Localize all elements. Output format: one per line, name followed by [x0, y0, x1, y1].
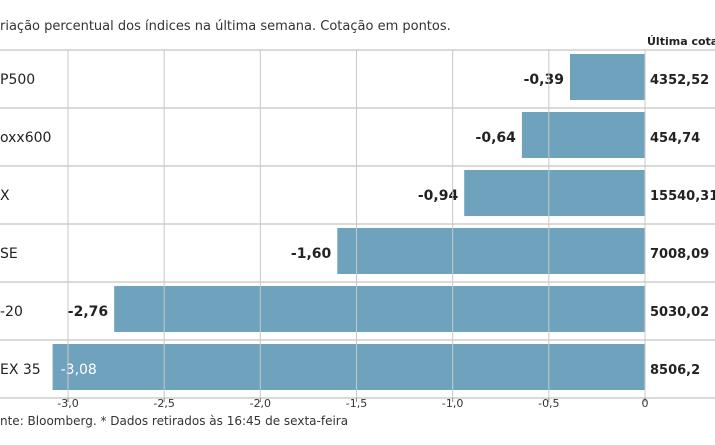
x-tick-label: -2,5 — [153, 397, 174, 410]
x-tick-label: 0 — [642, 397, 649, 410]
last-quote-value: 5030,02 — [650, 305, 709, 320]
last-quote-value: 15540,31 — [650, 189, 715, 204]
category-label: oxx600 — [0, 130, 51, 146]
chart-subtitle: riação percentual dos índices na última … — [0, 19, 451, 34]
category-label: SE — [0, 246, 18, 262]
x-tick-label: -1,0 — [442, 397, 463, 410]
bar — [337, 228, 645, 274]
last-quote-value: 4352,52 — [650, 73, 709, 88]
last-quote-value: 454,74 — [650, 131, 700, 146]
x-tick-label: -3,0 — [57, 397, 78, 410]
category-label: X — [0, 188, 10, 204]
x-tick-label: -2,0 — [250, 397, 271, 410]
value-label: -0,94 — [418, 188, 459, 204]
x-tick-label: -0,5 — [538, 397, 559, 410]
source-note: nte: Bloomberg. * Dados retirados às 16:… — [0, 414, 348, 428]
category-label: P500 — [0, 72, 35, 88]
x-tick-label: -1,5 — [346, 397, 367, 410]
value-label: -0,64 — [476, 130, 517, 146]
category-label: EX 35 — [0, 362, 41, 378]
last-quote-value: 7008,09 — [650, 247, 709, 262]
bar — [521, 112, 645, 158]
value-label: -3,08 — [61, 362, 97, 378]
last-quote-value: 8506,2 — [650, 363, 700, 378]
value-label: -0,39 — [524, 72, 564, 88]
category-label: -20 — [0, 304, 23, 320]
bar — [569, 54, 645, 100]
bar — [114, 286, 645, 332]
bar — [464, 170, 645, 216]
bar — [52, 344, 645, 390]
value-label: -1,60 — [291, 246, 332, 262]
value-label: -2,76 — [68, 304, 108, 320]
last-quote-header: Última cotaç — [647, 35, 715, 48]
